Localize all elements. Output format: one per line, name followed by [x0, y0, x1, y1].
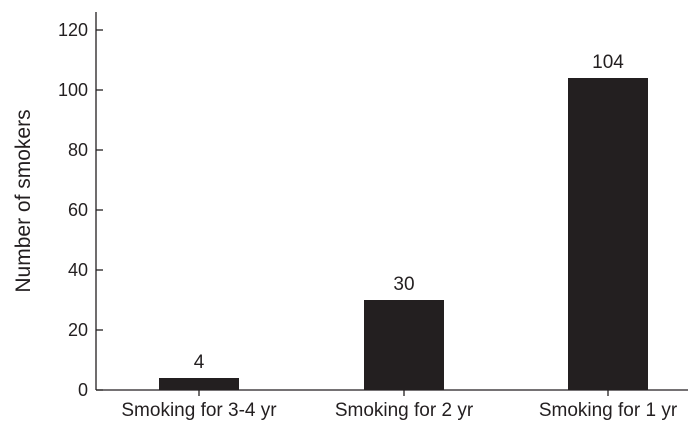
- data-label: 30: [393, 274, 414, 295]
- x-axis: Smoking for 3-4 yr Smoking for 2 yr Smokin…: [96, 389, 688, 421]
- y-tick-label: 80: [68, 140, 88, 160]
- category-label: Smoking for 1 yr: [539, 400, 678, 421]
- y-axis: 0 20 40 60 80 100 120: [58, 12, 103, 400]
- y-tick-label: 40: [68, 260, 88, 280]
- data-labels: 4 30 104: [194, 52, 625, 373]
- category-label: Smoking for 2 yr: [335, 400, 474, 421]
- y-tick-label: 60: [68, 200, 88, 220]
- bars: [159, 78, 648, 390]
- bar: [364, 300, 444, 390]
- category-label: Smoking for 3-4 yr: [121, 400, 277, 421]
- y-tick-label: 0: [78, 380, 88, 400]
- y-tick-label: 100: [58, 80, 88, 100]
- y-tick-label: 20: [68, 320, 88, 340]
- data-label: 4: [194, 352, 205, 373]
- y-tick-label: 120: [58, 20, 88, 40]
- data-label: 104: [592, 52, 624, 73]
- bar: [159, 378, 239, 390]
- bar: [568, 78, 648, 390]
- y-axis-title: Number of smokers: [12, 109, 35, 292]
